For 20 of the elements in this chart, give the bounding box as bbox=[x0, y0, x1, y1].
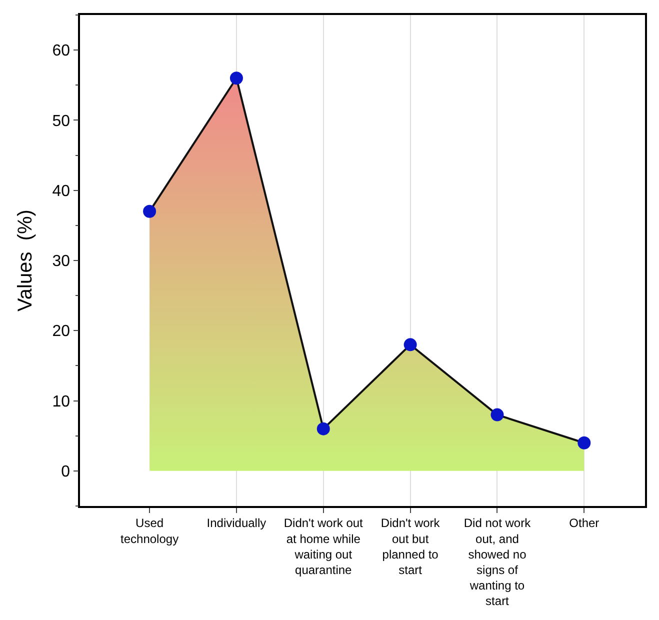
y-tick-label: 10 bbox=[52, 393, 70, 410]
y-tick-label: 0 bbox=[61, 464, 70, 481]
x-tick-label: Didn't work out but planned to start bbox=[380, 516, 441, 577]
y-tick-label: 60 bbox=[52, 42, 70, 60]
point bbox=[578, 436, 591, 450]
point bbox=[316, 422, 330, 436]
x-tick-label: Did not work out, and showed no signs of wanting to start bbox=[464, 516, 532, 608]
x-tick-label: Other bbox=[569, 516, 600, 530]
y-tick-label: 20 bbox=[52, 323, 70, 340]
x-tick-label: Individually bbox=[206, 516, 266, 530]
y-tick-label: 50 bbox=[52, 112, 70, 130]
point bbox=[143, 204, 156, 218]
point bbox=[404, 338, 417, 352]
x-tick-label: Didn't work out at home while waiting out quarantine bbox=[284, 516, 364, 577]
x-tick-label: Used technology bbox=[120, 516, 179, 546]
y-tick-label: 40 bbox=[52, 182, 70, 200]
point bbox=[490, 408, 504, 422]
point bbox=[230, 72, 243, 85]
y-tick-label: 30 bbox=[52, 253, 70, 270]
y-axis-title: Values (%) bbox=[14, 210, 36, 312]
